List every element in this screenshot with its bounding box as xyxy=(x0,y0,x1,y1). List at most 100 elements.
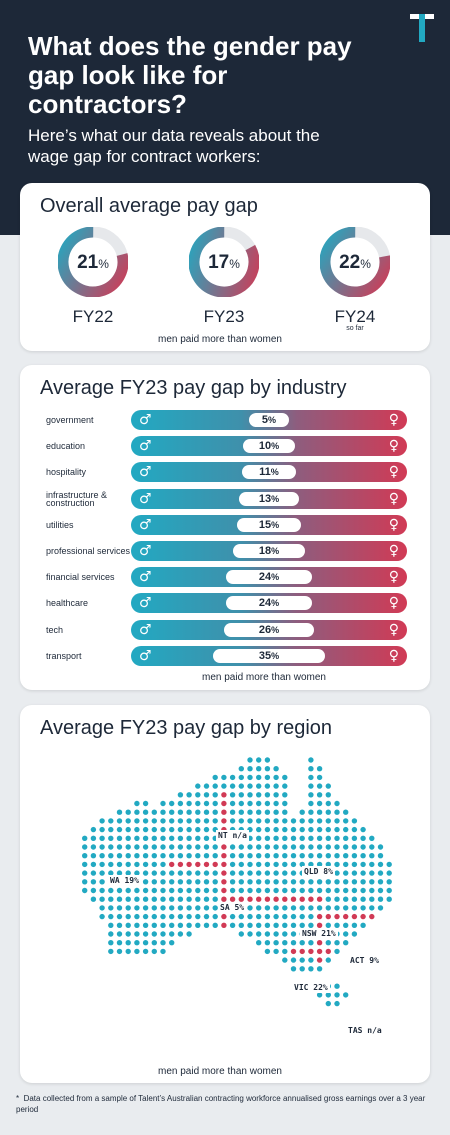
map-dot xyxy=(316,844,323,850)
page-subtitle: Here’s what our data reveals about the w… xyxy=(28,126,320,166)
map-dot xyxy=(377,905,384,911)
map-dot xyxy=(308,896,314,902)
map-dot xyxy=(229,809,236,815)
map-dot xyxy=(256,896,262,902)
map-dot xyxy=(369,896,375,902)
map-dot xyxy=(186,931,192,937)
map-dot xyxy=(238,800,244,807)
map-dot xyxy=(151,818,157,824)
map-dot xyxy=(195,861,201,868)
map-dot xyxy=(264,809,271,815)
map-dot xyxy=(229,861,236,868)
map-dot xyxy=(221,887,227,894)
map-dot xyxy=(282,783,288,789)
footnote-marker: * xyxy=(16,1094,20,1103)
map-dot xyxy=(334,844,340,850)
map-dot xyxy=(134,800,140,807)
map-dot xyxy=(151,940,157,946)
map-dot xyxy=(203,835,210,841)
donut-ring-2 xyxy=(320,227,390,297)
map-dot xyxy=(99,861,105,868)
map-dot xyxy=(377,896,384,902)
map-dot xyxy=(229,887,236,894)
map-dot xyxy=(351,905,358,911)
map-dot xyxy=(134,948,140,955)
industry-label: infrastructure & construction xyxy=(46,489,108,508)
map-dot xyxy=(247,896,253,902)
male-symbol-icon: ♂ xyxy=(139,464,152,481)
map-dot xyxy=(177,913,184,920)
map-dot xyxy=(316,948,323,955)
map-dot xyxy=(299,922,305,928)
map-dot xyxy=(264,931,271,937)
map-dot xyxy=(360,835,366,841)
industry-unit: % xyxy=(268,415,277,425)
industry-row: transport ♂ ♀ 35% xyxy=(20,645,430,667)
map-dot xyxy=(308,774,314,781)
map-dot xyxy=(334,835,340,841)
map-dot xyxy=(186,879,192,885)
industry-bar: ♂ ♀ 18% xyxy=(131,541,407,561)
map-dot xyxy=(299,896,305,902)
map-dot xyxy=(308,913,314,920)
map-dot xyxy=(169,826,175,833)
industry-unit: % xyxy=(271,546,280,556)
map-dot xyxy=(134,922,140,928)
industry-value-pill: 24% xyxy=(226,596,312,611)
map-dot xyxy=(343,887,349,894)
map-dot xyxy=(238,792,244,798)
map-dot xyxy=(256,879,262,885)
map-dot xyxy=(369,844,375,850)
map-dot xyxy=(108,913,114,920)
map-dot xyxy=(264,844,271,850)
map-dot xyxy=(134,887,140,894)
map-dot xyxy=(334,826,340,833)
map-dot xyxy=(203,905,210,911)
map-dot xyxy=(212,809,218,815)
map-dot xyxy=(308,783,314,789)
map-dot xyxy=(134,905,140,911)
map-dot xyxy=(151,853,157,859)
industry-value-pill: 15% xyxy=(237,517,301,532)
map-dot xyxy=(142,870,149,876)
industry-label: utilities xyxy=(46,519,74,530)
map-dot xyxy=(273,879,279,885)
donut-number: 22 xyxy=(339,252,361,273)
map-dot xyxy=(238,766,244,772)
map-dot xyxy=(325,844,331,850)
map-dot xyxy=(221,879,227,885)
map-dot xyxy=(151,887,157,894)
map-dot xyxy=(308,800,314,807)
map-dot xyxy=(351,818,358,824)
map-dot xyxy=(142,905,149,911)
map-dot xyxy=(229,913,236,920)
map-dot xyxy=(343,809,349,815)
map-dot xyxy=(299,879,305,885)
map-dot xyxy=(238,896,244,902)
donut-unit: % xyxy=(98,257,109,271)
map-dot xyxy=(308,966,314,972)
map-dot xyxy=(90,853,97,859)
map-dot xyxy=(282,913,288,920)
region-label-vic: VIC 22% xyxy=(292,982,330,993)
industry-value-pill: 13% xyxy=(239,491,299,506)
map-dot xyxy=(360,844,366,850)
map-dot xyxy=(369,835,375,841)
map-dot xyxy=(90,844,97,850)
map-dot xyxy=(116,826,123,833)
map-dot xyxy=(203,783,210,789)
map-dot xyxy=(134,913,140,920)
donut-year-label: FY22 xyxy=(72,307,114,326)
map-dot xyxy=(142,835,149,841)
map-dot xyxy=(247,905,253,911)
map-dot xyxy=(325,948,331,955)
map-dot xyxy=(282,887,288,894)
map-dot xyxy=(316,800,323,807)
map-dot xyxy=(282,800,288,807)
map-dot xyxy=(334,1000,340,1007)
map-dot xyxy=(125,940,131,946)
map-dot xyxy=(256,853,262,859)
map-dot xyxy=(151,948,157,955)
industry-label: education xyxy=(46,441,86,452)
map-dot xyxy=(282,861,288,868)
